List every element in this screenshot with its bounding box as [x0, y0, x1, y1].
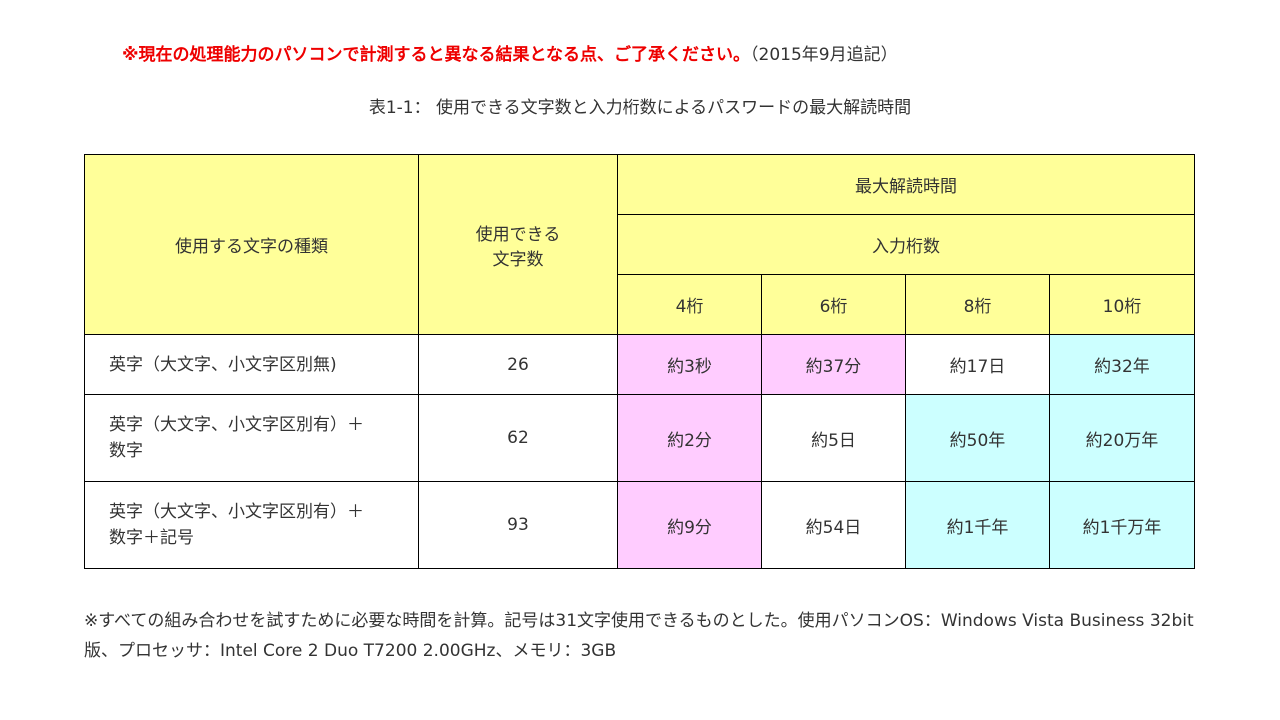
header-row-2: 入力桁数	[85, 214, 1195, 275]
row-char-type: 英字（大文字、小文字区別有）＋ 数字＋記号	[84, 481, 419, 569]
row-time-10: 約32年	[1049, 334, 1195, 395]
table-row: 英字（大文字、小文字区別有）＋ 数字＋記号 93 約9分 約54日 約1千年 約…	[84, 481, 1195, 569]
header-digit-6: 6桁	[761, 274, 906, 335]
row-char-type: 英字（大文字、小文字区別無)	[84, 334, 419, 395]
header-char-count-line1: 使用できる	[475, 224, 561, 245]
header-digit-8: 8桁	[905, 274, 1050, 335]
row-time-10: 約1千万年	[1049, 481, 1195, 569]
header-char-count-line2: 文字数	[492, 249, 544, 270]
update-notice: ※現在の処理能力のパソコンで計測すると異なる結果となる点、ご了承ください。（20…	[122, 40, 898, 65]
row-char-type-line1: 英字（大文字、小文字区別有）＋	[109, 502, 364, 522]
row-time-6: 約54日	[761, 481, 906, 569]
header-char-type: 使用する文字の種類	[84, 154, 419, 335]
header-max-time: 最大解読時間	[617, 154, 1195, 215]
table-caption: 表1-1： 使用できる文字数と入力桁数によるパスワードの最大解読時間	[368, 98, 912, 118]
row-time-6: 約5日	[761, 394, 906, 482]
row-char-count: 93	[418, 481, 618, 569]
row-char-type-line2: 数字	[109, 441, 143, 461]
row-time-8: 約50年	[905, 394, 1050, 482]
header-digit-4: 4桁	[617, 274, 762, 335]
row-time-8: 約1千年	[905, 481, 1050, 569]
row-char-type-line2: 数字＋記号	[109, 528, 194, 548]
password-crack-time-table: 使用する文字の種類 使用できる 文字数 最大解読時間 入力桁数 4桁 6桁 8桁…	[84, 154, 1195, 569]
notice-date-text: （2015年9月追記）	[750, 45, 898, 65]
row-char-type-line1: 英字（大文字、小文字区別無)	[109, 354, 337, 375]
row-time-4: 約2分	[617, 394, 762, 482]
row-char-type: 英字（大文字、小文字区別有）＋ 数字	[84, 394, 419, 482]
row-time-8: 約17日	[905, 334, 1050, 395]
row-time-10: 約20万年	[1049, 394, 1195, 482]
table-row: 英字（大文字、小文字区別有）＋ 数字 62 約2分 約5日 約50年 約20万年	[84, 394, 1195, 482]
row-char-count: 62	[418, 394, 618, 482]
row-time-4: 約3秒	[617, 334, 762, 395]
row-time-6: 約37分	[761, 334, 906, 395]
footnote: ※すべての組み合わせを試すために必要な時間を計算。記号は31文字使用できるものと…	[84, 611, 1194, 661]
table-row: 英字（大文字、小文字区別無) 26 約3秒 約37分 約17日 約32年	[84, 334, 1195, 395]
row-char-count: 26	[418, 334, 618, 395]
header-digit-10: 10桁	[1049, 274, 1195, 335]
header-row-1: 使用する文字の種類 使用できる 文字数 最大解読時間	[84, 154, 1195, 335]
row-char-type-line1: 英字（大文字、小文字区別有）＋	[109, 415, 364, 435]
header-char-count: 使用できる 文字数	[418, 154, 618, 335]
header-digits: 入力桁数	[617, 214, 1195, 275]
header-row-3: 4桁 6桁 8桁 10桁	[85, 274, 1195, 335]
notice-warning-text: ※現在の処理能力のパソコンで計測すると異なる結果となる点、ご了承ください。	[122, 45, 751, 65]
row-time-4: 約9分	[617, 481, 762, 569]
